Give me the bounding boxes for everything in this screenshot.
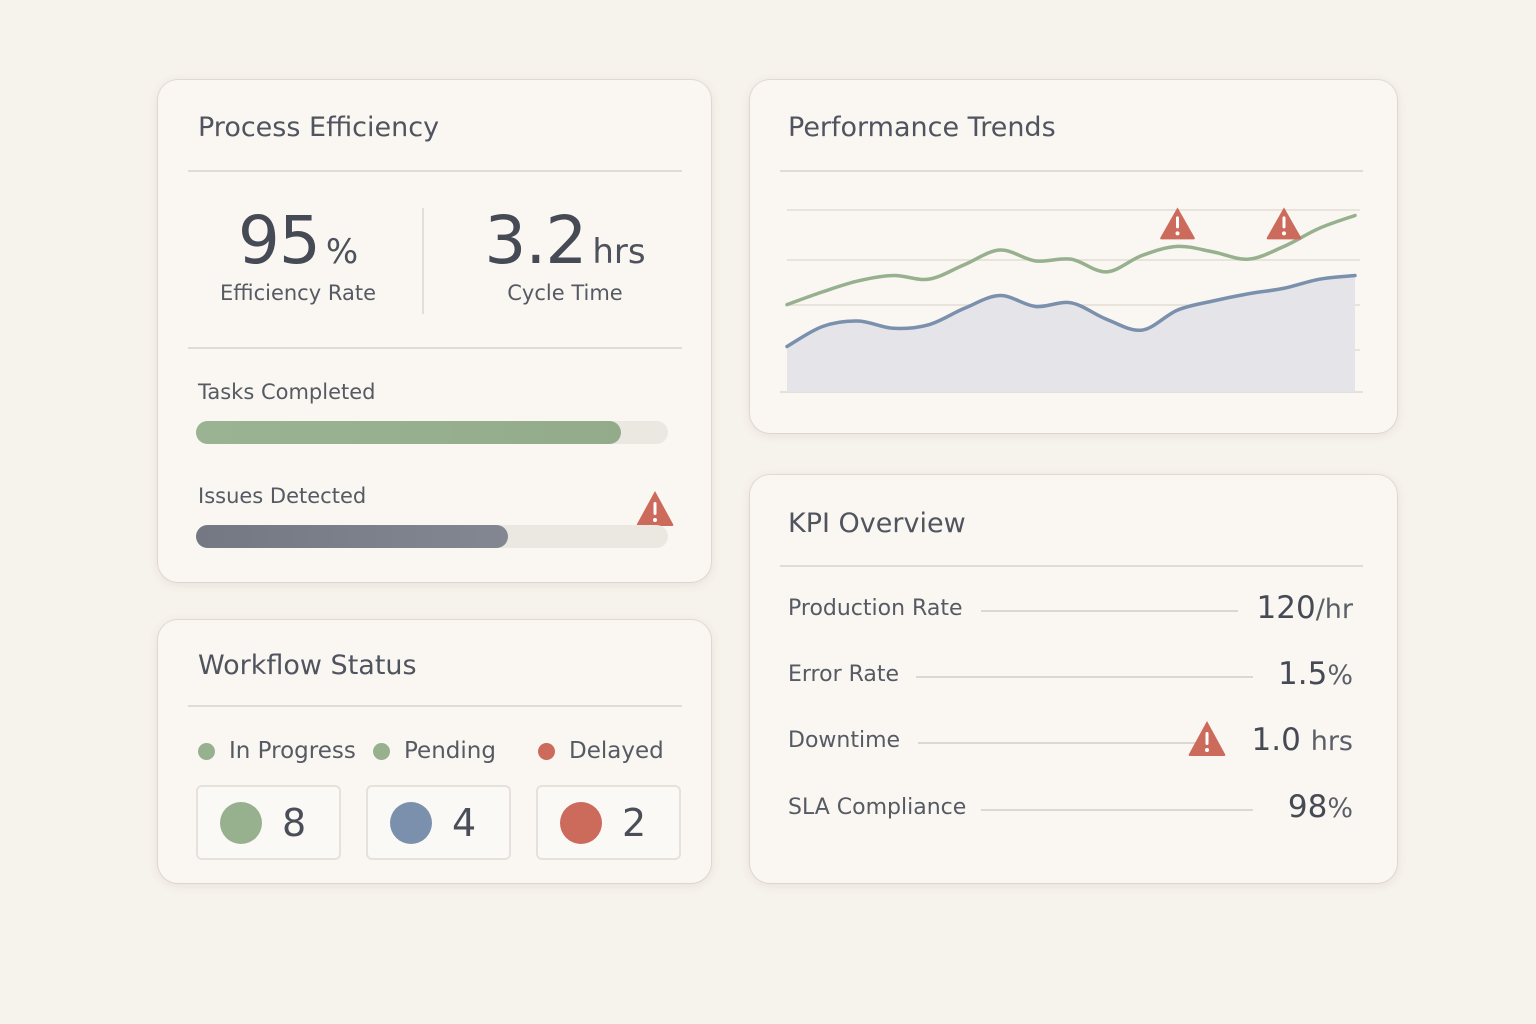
kpi-number: 98 [1287, 789, 1328, 825]
card-title: Performance Trends [788, 112, 1056, 143]
kpi-unit: /hr [1315, 594, 1353, 625]
kpi-row-downtime: Downtime 1.0 hrs [788, 721, 1353, 762]
kpi-unit: hrs [1310, 726, 1353, 757]
efficiency-unit: % [325, 232, 359, 272]
delayed-count-box[interactable]: 2 [536, 785, 681, 860]
kpi-value: 98% [1288, 789, 1353, 825]
tasks-completed-label: Tasks Completed [198, 380, 376, 404]
legend-pending: Pending [373, 738, 496, 764]
issues-detected-fill [196, 525, 508, 548]
green-dot-icon [373, 742, 390, 760]
legend-label: Delayed [569, 738, 664, 764]
kpi-leader-line [916, 676, 1253, 678]
divider [188, 170, 682, 172]
divider [780, 170, 1363, 172]
kpi-number: 1.5 [1278, 656, 1328, 692]
cycle-time-unit: hrs [592, 232, 646, 272]
pending-count-box[interactable]: 4 [366, 785, 511, 860]
warning-icon [636, 491, 674, 526]
cycle-time-value: 3.2 [484, 202, 587, 279]
series-line-1 [785, 273, 1357, 349]
blue-circle-icon [390, 801, 432, 844]
divider [780, 565, 1363, 567]
green-circle-icon [220, 801, 262, 844]
warning-icon [1266, 207, 1302, 240]
issues-detected-label: Issues Detected [198, 484, 367, 508]
efficiency-label: Efficiency Rate [220, 281, 376, 305]
kpi-value: 120/hr [1257, 590, 1353, 626]
kpi-value: 1.5% [1278, 656, 1353, 692]
series-line-0 [785, 213, 1357, 307]
red-circle-icon [560, 801, 602, 844]
kpi-row-production-rate: Production Rate 120/hr [788, 590, 1353, 630]
process-efficiency-card: Process Efficiency 95% Efficiency Rate 3… [158, 80, 711, 582]
kpi-row-error-rate: Error Rate 1.5% [788, 656, 1353, 696]
efficiency-value: 95 [237, 202, 321, 279]
performance-trends-card: Performance Trends [750, 80, 1397, 433]
card-title: Process Efficiency [198, 112, 440, 143]
kpi-leader-line [981, 610, 1238, 612]
workflow-status-card: Workflow Status In Progress Pending Dela… [158, 620, 711, 883]
series-area [787, 275, 1355, 392]
delayed-count: 2 [622, 800, 647, 845]
kpi-name: Production Rate [788, 596, 963, 621]
kpi-name: SLA Compliance [788, 795, 967, 820]
performance-trend-chart [780, 207, 1363, 393]
cycle-time-label: Cycle Time [507, 281, 623, 305]
warning-icon [1188, 721, 1226, 756]
efficiency-metric: 95% Efficiency Rate [183, 202, 413, 305]
vertical-divider [422, 208, 424, 314]
kpi-name: Downtime [788, 728, 901, 753]
kpi-number: 120 [1256, 590, 1316, 626]
divider [188, 705, 682, 707]
kpi-row-sla-compliance: SLA Compliance 98% [788, 789, 1353, 829]
cycle-time-metric: 3.2 hrs Cycle Time [450, 202, 680, 305]
issues-detected-bar [196, 525, 668, 548]
kpi-name: Error Rate [788, 662, 900, 687]
kpi-value: 1.0 hrs [1252, 722, 1353, 758]
card-title: Workflow Status [198, 650, 417, 681]
tasks-completed-fill [196, 421, 621, 444]
kpi-number: 1.0 [1251, 722, 1301, 758]
kpi-leader-line [918, 742, 1201, 744]
legend-delayed: Delayed [538, 738, 664, 764]
warning-icon [1160, 207, 1195, 240]
kpi-unit: % [1327, 660, 1353, 691]
kpi-overview-card: KPI Overview Production Rate 120/hr Erro… [750, 475, 1397, 883]
divider [188, 347, 682, 349]
pending-count: 4 [452, 800, 477, 845]
card-title: KPI Overview [788, 508, 966, 539]
red-dot-icon [538, 742, 555, 760]
in-progress-count: 8 [282, 800, 307, 845]
legend-label: Pending [404, 738, 496, 764]
in-progress-count-box[interactable]: 8 [196, 785, 341, 860]
tasks-completed-bar [196, 421, 668, 444]
kpi-leader-line [981, 809, 1253, 811]
kpi-unit: % [1327, 793, 1353, 824]
green-dot-icon [198, 742, 215, 760]
legend-label: In Progress [229, 738, 356, 764]
legend-in-progress: In Progress [198, 738, 356, 764]
